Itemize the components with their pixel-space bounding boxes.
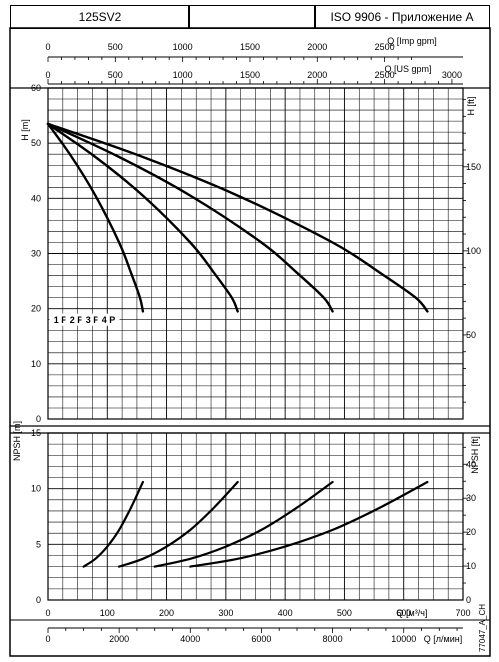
head-ft-axis-label: H [ft]	[466, 96, 476, 115]
m3h-tick-label: 0	[45, 608, 50, 618]
head-m-tick-label: 60	[31, 83, 41, 93]
head-m-tick-label: 50	[31, 138, 41, 148]
npsh-ft-tick-label: 40	[466, 459, 476, 469]
head-ft-tick-label: 100	[466, 246, 481, 256]
npsh-ft-tick-label: 0	[466, 595, 471, 605]
standard-name: ISO 9906 - Приложение A	[330, 10, 474, 24]
npsh-curve-4p	[189, 480, 429, 568]
curve-label-3p: 3 P	[86, 315, 100, 325]
head-m-tick-label: 20	[31, 304, 41, 314]
head-curve-1p	[46, 122, 145, 313]
head-m-tick-label: 10	[31, 359, 41, 369]
imp-gpm-tick-label: 1000	[173, 42, 193, 52]
m3h-tick-label: 200	[159, 608, 174, 618]
npsh-m-tick-label: 5	[36, 539, 41, 549]
npsh-ft-tick-label: 20	[466, 527, 476, 537]
imp-gpm-tick-label: 2000	[307, 42, 327, 52]
npsh-m-tick-label: 15	[31, 428, 41, 438]
head-m-axis-label: H [m]	[20, 119, 30, 141]
lmin-tick-label: 0	[45, 634, 50, 644]
outer-frame	[9, 27, 491, 657]
lmin-tick-label: 8000	[323, 634, 343, 644]
npsh-ft-axis-label: NPSH [ft]	[470, 436, 480, 474]
npsh-curve-3p	[153, 480, 334, 568]
m3h-tick-label: 700	[455, 608, 470, 618]
curve-label-bg	[97, 313, 120, 326]
us-gpm-tick-label: 2000	[307, 70, 327, 80]
us-gpm-tick-label: 1000	[173, 70, 193, 80]
lmin-axis-label: Q [л/мин]	[424, 634, 462, 644]
axes-layer	[10, 56, 490, 633]
npsh-m-tick-label: 10	[31, 484, 41, 494]
head-curve-4p	[46, 122, 429, 313]
lmin-tick-label: 4000	[180, 634, 200, 644]
imp-gpm-tick-label: 0	[45, 42, 50, 52]
m3h-tick-label: 600	[396, 608, 411, 618]
us-gpm-tick-label: 2500	[375, 70, 395, 80]
head-ft-tick-label: 50	[466, 330, 476, 340]
head-m-tick-label: 30	[31, 249, 41, 259]
grid-layer	[47, 87, 464, 601]
doc-code: 77047_A_CH	[478, 604, 487, 652]
model-name: 125SV2	[78, 10, 122, 24]
imp-gpm-tick-label: 2500	[375, 42, 395, 52]
imp-gpm-tick-label: 500	[108, 42, 123, 52]
m3h-tick-label: 100	[100, 608, 115, 618]
npsh-ft-tick-label: 30	[466, 493, 476, 503]
npsh-m-tick-label: 0	[36, 595, 41, 605]
imp-gpm-axis-label: Q [Imp gpm]	[387, 36, 437, 46]
us-gpm-tick-label: 0	[45, 70, 50, 80]
curve-label-4p: 4 P	[102, 315, 116, 325]
curve-layer	[46, 122, 429, 568]
lmin-tick-label: 10000	[391, 634, 416, 644]
m3h-tick-label: 400	[278, 608, 293, 618]
us-gpm-tick-label: 500	[108, 70, 123, 80]
npsh-m-axis-label: NPSH [m]	[12, 421, 22, 461]
imp-gpm-tick-label: 1500	[240, 42, 260, 52]
head-curve-3p	[46, 122, 334, 313]
lmin-tick-label: 2000	[109, 634, 129, 644]
head-m-tick-label: 0	[36, 414, 41, 424]
m3h-tick-label: 300	[218, 608, 233, 618]
us-gpm-axis-label: Q [US gpm]	[384, 64, 431, 74]
head-curve-2p	[46, 122, 239, 313]
npsh-ft-tick-label: 10	[466, 561, 476, 571]
us-gpm-tick-label: 3000	[442, 70, 462, 80]
lmin-tick-label: 6000	[251, 634, 271, 644]
npsh-curve-1p	[82, 480, 144, 568]
head-ft-tick-label: 150	[466, 162, 481, 172]
m3h-axis-label: Q [м³/ч]	[397, 608, 428, 618]
head-m-tick-label: 40	[31, 193, 41, 203]
us-gpm-tick-label: 1500	[240, 70, 260, 80]
m3h-tick-label: 500	[337, 608, 352, 618]
curve-label-2p: 2 P	[70, 315, 84, 325]
curve-label-1p: 1 P	[54, 315, 68, 325]
npsh-curve-2p	[118, 480, 239, 568]
